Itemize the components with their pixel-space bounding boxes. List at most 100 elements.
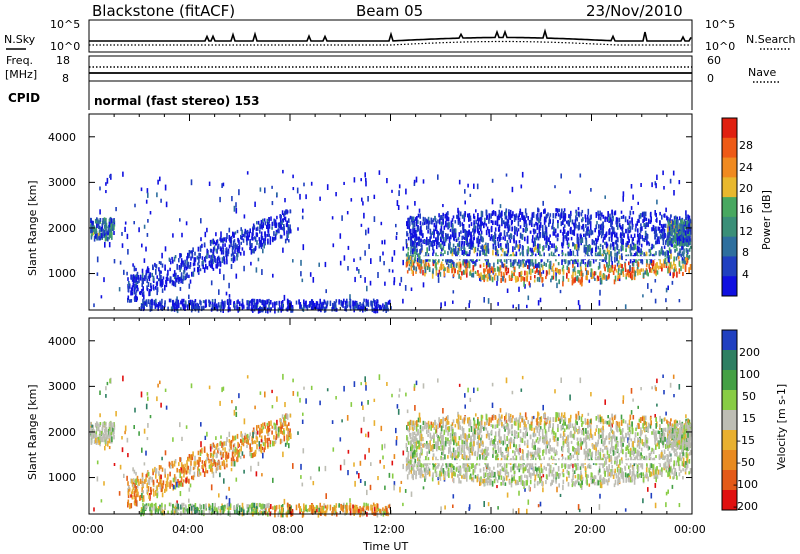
data-cell xyxy=(567,251,570,256)
data-cell xyxy=(141,293,144,297)
data-cell xyxy=(461,222,464,226)
data-cell xyxy=(595,237,597,242)
data-cell xyxy=(656,262,658,268)
data-cell xyxy=(376,307,379,314)
data-cell xyxy=(651,243,653,250)
data-cell xyxy=(497,237,499,242)
data-cell xyxy=(563,229,566,234)
data-cell xyxy=(246,300,248,306)
data-cell xyxy=(474,230,476,234)
data-cell xyxy=(90,217,92,221)
data-cell xyxy=(441,231,443,237)
data-cell xyxy=(140,307,142,311)
data-cell xyxy=(672,170,675,176)
data-cell xyxy=(499,236,501,242)
data-cell xyxy=(175,476,177,483)
data-cell xyxy=(634,243,637,250)
data-cell xyxy=(568,214,570,219)
data-cell xyxy=(579,270,581,276)
data-cell xyxy=(472,228,474,233)
data-cell xyxy=(127,277,129,281)
data-cell xyxy=(225,237,227,243)
data-cell xyxy=(554,185,556,189)
data-cell xyxy=(380,221,383,226)
data-cell xyxy=(173,280,175,287)
data-cell xyxy=(232,257,235,263)
data-cell xyxy=(108,432,111,437)
data-cell xyxy=(594,277,596,281)
data-cell xyxy=(631,224,634,230)
data-cell xyxy=(420,258,423,264)
data-cell xyxy=(269,239,272,245)
data-cell xyxy=(474,263,476,267)
data-cell xyxy=(681,228,683,233)
data-cell xyxy=(393,277,396,283)
data-cell xyxy=(158,465,161,471)
data-cell xyxy=(453,235,455,241)
data-cell xyxy=(440,215,442,220)
data-cell xyxy=(413,232,416,238)
data-cell xyxy=(667,285,669,291)
data-cell xyxy=(198,456,200,462)
data-cell xyxy=(275,301,278,306)
data-cell xyxy=(615,269,618,273)
data-cell xyxy=(180,300,182,305)
data-cell xyxy=(272,273,274,278)
data-cell xyxy=(104,424,106,429)
data-cell xyxy=(273,435,275,440)
data-cell xyxy=(111,436,113,443)
data-cell xyxy=(514,228,516,232)
data-cell xyxy=(483,245,486,252)
data-cell xyxy=(625,228,627,234)
data-cell xyxy=(480,220,482,227)
data-cell xyxy=(260,219,263,225)
data-cell xyxy=(197,466,199,471)
data-cell xyxy=(639,250,641,255)
data-cell xyxy=(412,223,414,229)
data-cell xyxy=(360,223,363,227)
data-cell xyxy=(600,235,603,239)
data-cell xyxy=(688,267,690,273)
data-cell xyxy=(100,295,103,299)
data-cell xyxy=(275,426,278,432)
data-cell xyxy=(652,224,655,231)
data-cell xyxy=(422,216,425,222)
data-cell xyxy=(675,244,677,249)
data-cell xyxy=(622,191,625,197)
data-cell xyxy=(199,457,201,462)
data-cell xyxy=(464,268,467,274)
data-cell xyxy=(224,243,226,247)
data-cell xyxy=(457,221,460,225)
data-cell xyxy=(683,240,686,245)
data-cell xyxy=(668,239,671,246)
data-cell xyxy=(319,196,321,201)
data-cell xyxy=(289,228,292,234)
data-cell xyxy=(488,274,490,279)
power-cbar-label: Power [dB] xyxy=(760,190,773,250)
data-cell xyxy=(474,224,476,230)
data-cell xyxy=(98,231,101,235)
data-cell xyxy=(98,424,100,428)
data-cell xyxy=(250,248,253,255)
data-cell xyxy=(115,207,117,212)
data-cell xyxy=(255,267,258,273)
data-cell xyxy=(574,219,577,225)
data-cell xyxy=(147,219,149,223)
data-cell xyxy=(300,271,302,277)
data-cell xyxy=(303,299,305,304)
data-cell xyxy=(158,270,161,276)
data-cell xyxy=(152,275,155,281)
data-cell xyxy=(271,201,274,206)
data-cell xyxy=(494,231,496,238)
data-cell xyxy=(209,248,212,253)
data-cell xyxy=(164,184,167,191)
data-cell xyxy=(286,230,288,235)
data-cell xyxy=(442,237,445,243)
data-cell xyxy=(463,250,465,254)
data-cell xyxy=(316,301,319,306)
data-cell xyxy=(442,214,444,221)
data-cell xyxy=(473,183,475,189)
data-cell xyxy=(439,271,442,277)
data-cell xyxy=(432,262,435,267)
data-cell xyxy=(686,220,689,224)
